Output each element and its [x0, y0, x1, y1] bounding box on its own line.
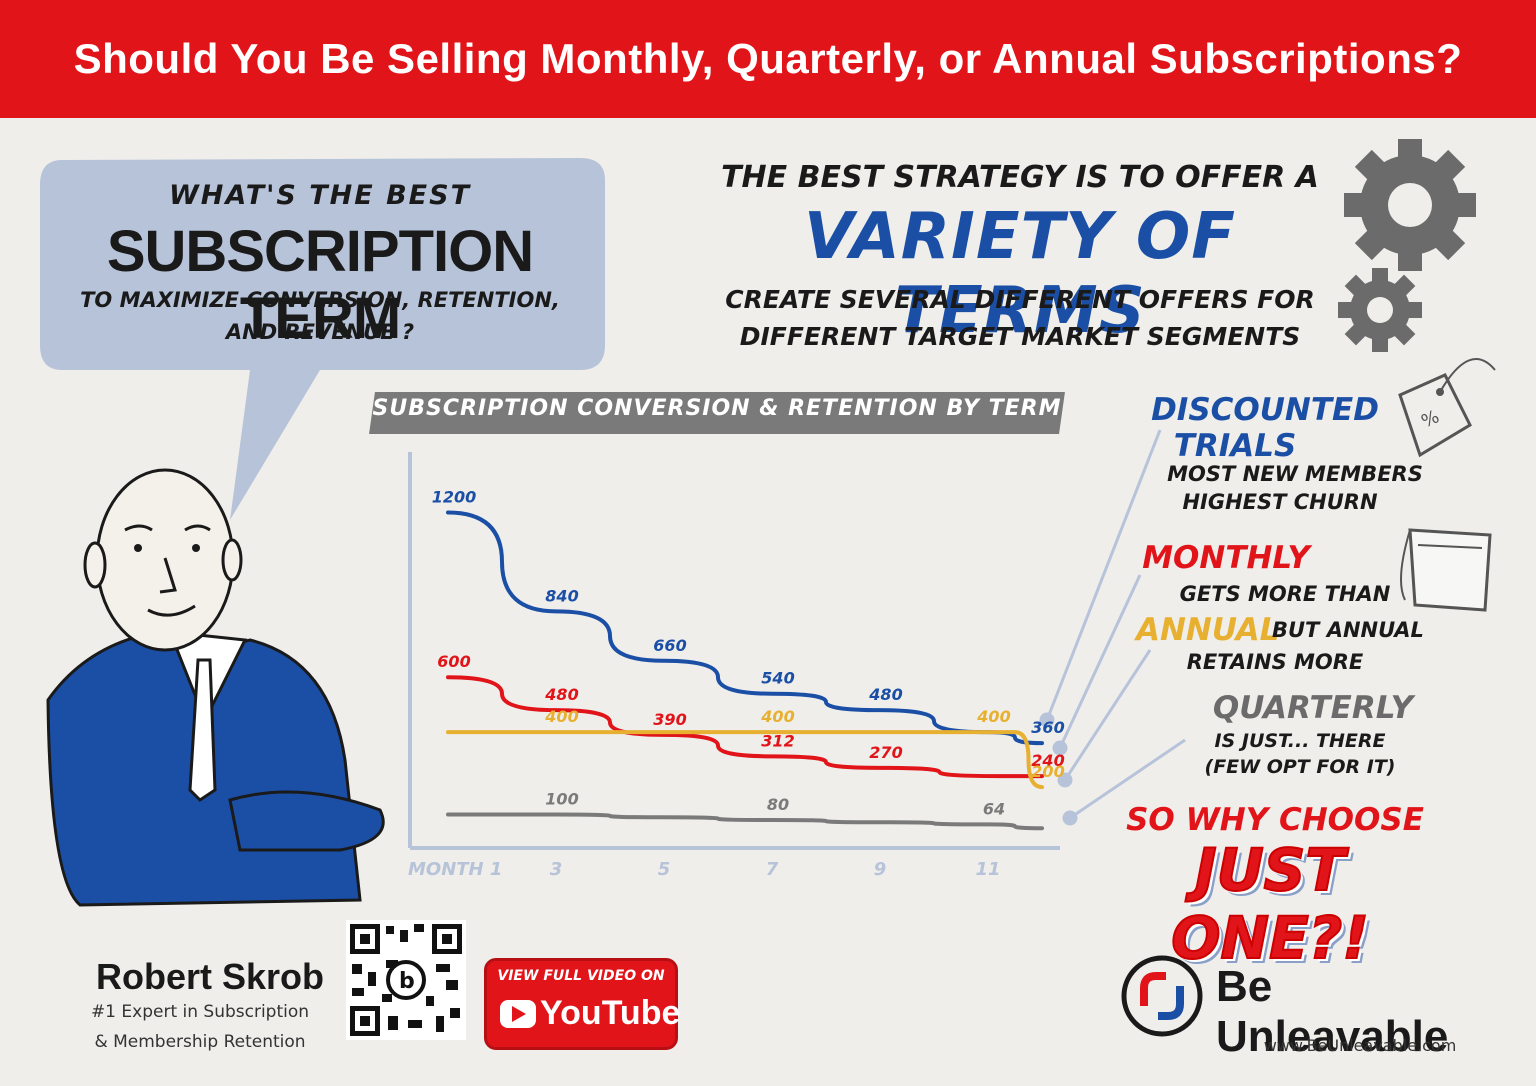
- data-label-discounted: 1200: [432, 487, 477, 506]
- play-triangle-icon: [512, 1006, 526, 1022]
- strategy-line-3: CREATE SEVERAL DIFFERENT OFFERS FOR: [725, 285, 1315, 314]
- question-line-1: WHAT'S THE BEST: [169, 180, 471, 211]
- monthly-title: MONTHLY: [1142, 540, 1310, 576]
- chart-title: SUBSCRIPTION CONVERSION & RETENTION BY T…: [372, 396, 1062, 421]
- data-label-discounted: 660: [653, 636, 686, 655]
- strategy-line-2: VARIETY OF TERMS: [804, 200, 1236, 348]
- monthly-note-2: BUT ANNUAL: [1272, 618, 1424, 642]
- annual-word: ANNUAL: [1136, 612, 1280, 648]
- discounted-title-2: TRIALS: [1173, 428, 1297, 464]
- discounted-note-1: MOST NEW MEMBERS: [1167, 462, 1423, 486]
- data-label-monthly: 480: [544, 685, 578, 704]
- page-title: Should You Be Selling Monthly, Quarterly…: [73, 35, 1463, 82]
- header-banner: Should You Be Selling Monthly, Quarterly…: [0, 0, 1536, 118]
- cta-line-2: JUST ONE?!: [1170, 835, 1370, 973]
- monthly-note-1: GETS MORE THAN: [1179, 582, 1391, 606]
- x-tick-label: 9: [874, 859, 887, 880]
- data-label-annual: 400: [976, 707, 1010, 726]
- data-label-monthly: 390: [653, 710, 686, 729]
- notepad-icon: [1400, 528, 1492, 612]
- brand-url[interactable]: www.BeUnleavable.com: [1263, 1036, 1457, 1055]
- data-label-discounted: 360: [1031, 718, 1064, 737]
- data-label-discounted: 840: [545, 586, 578, 605]
- strategy-line-4: DIFFERENT TARGET MARKET SEGMENTS: [739, 322, 1301, 351]
- person-illustration: [46, 468, 385, 907]
- question-line-3: TO MAXIMIZE CONVERSION, RETENTION,: [80, 288, 560, 312]
- brand-logo-icon: [1121, 955, 1203, 1037]
- x-tick-label: MONTH 1: [408, 859, 502, 880]
- cta-line-1: SO WHY CHOOSE: [1126, 802, 1424, 838]
- data-label-quarterly: 80: [767, 795, 789, 814]
- question-line-4: AND REVENUE ?: [225, 320, 415, 344]
- author-role-1: #1 Expert in Subscription: [90, 1002, 310, 1022]
- data-label-monthly: 240: [1031, 751, 1064, 770]
- quarterly-title: QUARTERLY: [1212, 690, 1414, 726]
- data-label-discounted: 540: [761, 669, 794, 688]
- author-name: Robert Skrob: [95, 956, 325, 997]
- x-tick-label: 5: [658, 859, 671, 880]
- callout-lines: [1039, 429, 1186, 826]
- monthly-note-3: RETAINS MORE: [1186, 650, 1364, 674]
- gear-icon: [1338, 268, 1422, 352]
- data-label-annual: 400: [760, 707, 794, 726]
- data-label-discounted: 480: [868, 685, 902, 704]
- youtube-label: VIEW FULL VIDEO ON: [497, 968, 665, 984]
- data-label-quarterly: 100: [545, 790, 578, 809]
- discounted-note-2: HIGHEST CHURN: [1182, 490, 1378, 514]
- series-line-annual: [446, 730, 1044, 790]
- data-label-monthly: 600: [437, 652, 470, 671]
- x-tick-label: 11: [975, 859, 1000, 880]
- question-line-2: SUBSCRIPTION TERM: [106, 219, 534, 351]
- x-tick-label: 3: [550, 859, 563, 880]
- quarterly-note-2: (FEW OPT FOR IT): [1204, 756, 1396, 778]
- youtube-word: YouTube: [540, 994, 681, 1032]
- data-label-quarterly: 64: [983, 799, 1005, 818]
- qr-code-icon[interactable]: b: [346, 920, 466, 1040]
- gear-icon: [1344, 139, 1476, 271]
- series-line-monthly: [446, 675, 1044, 779]
- data-label-monthly: 312: [761, 731, 794, 750]
- data-label-annual: 200: [1031, 762, 1064, 781]
- x-tick-label: 7: [766, 859, 779, 880]
- svg-text:b: b: [399, 969, 415, 994]
- data-label-annual: 400: [544, 707, 578, 726]
- author-role-2: & Membership Retention: [94, 1032, 306, 1052]
- data-label-monthly: 270: [869, 743, 902, 762]
- brand-name: Be Unleavable: [1216, 962, 1449, 1061]
- series-line-quarterly: [446, 812, 1044, 831]
- quarterly-note-1: IS JUST... THERE: [1214, 730, 1386, 752]
- discounted-title-1: DISCOUNTED: [1151, 392, 1379, 428]
- strategy-line-1: THE BEST STRATEGY IS TO OFFER A: [721, 160, 1319, 195]
